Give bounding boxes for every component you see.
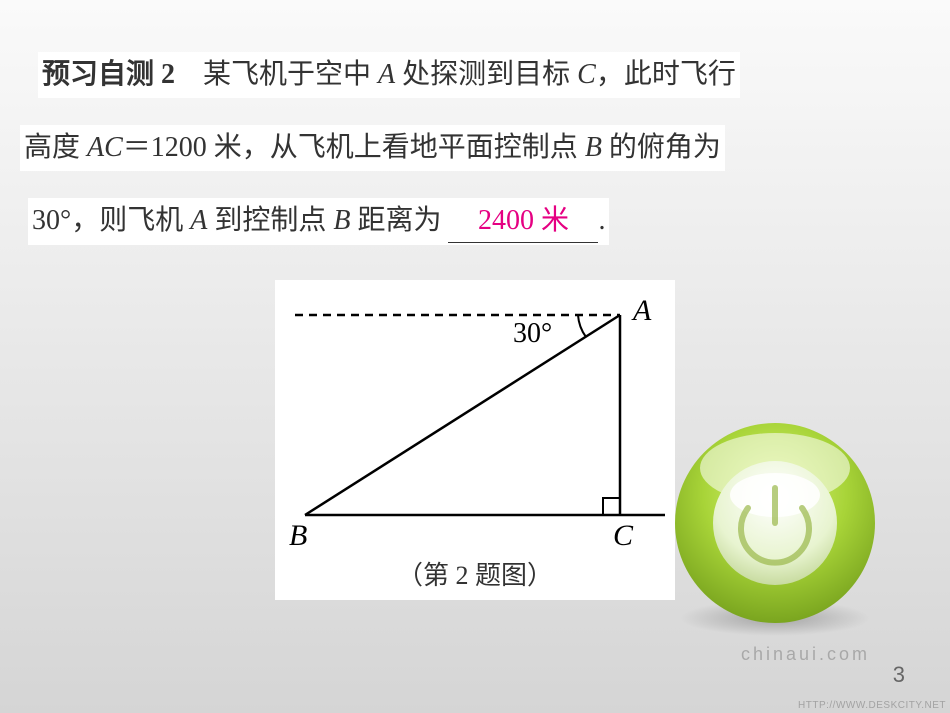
answer-blank: 2400 米 bbox=[448, 200, 598, 243]
url-watermark: HTTP://WWW.DESKCITY.NET bbox=[798, 700, 946, 711]
point-a-label: A bbox=[631, 294, 652, 327]
page-number: 3 bbox=[893, 662, 905, 688]
problem-line-2: 高度 AC＝1200 米，从飞机上看地平面控制点 B 的俯角为 bbox=[20, 125, 725, 171]
problem-line-3: 30°，则飞机 A 到控制点 B 距离为 2400 米. bbox=[28, 198, 609, 245]
problem-label: 预习自测 2 bbox=[42, 59, 175, 90]
angle-label: 30° bbox=[513, 318, 552, 349]
point-c-label: C bbox=[613, 519, 634, 552]
logo-watermark: chinaui.com bbox=[741, 644, 870, 665]
problem-line-1: 预习自测 2 某飞机于空中 A 处探测到目标 C，此时飞行 bbox=[38, 52, 740, 98]
power-button-graphic bbox=[660, 413, 890, 643]
triangle-figure: 30° A B C （第 2 题图） bbox=[275, 280, 675, 600]
point-b-label: B bbox=[289, 519, 307, 552]
figure-caption: （第 2 题图） bbox=[275, 555, 675, 592]
